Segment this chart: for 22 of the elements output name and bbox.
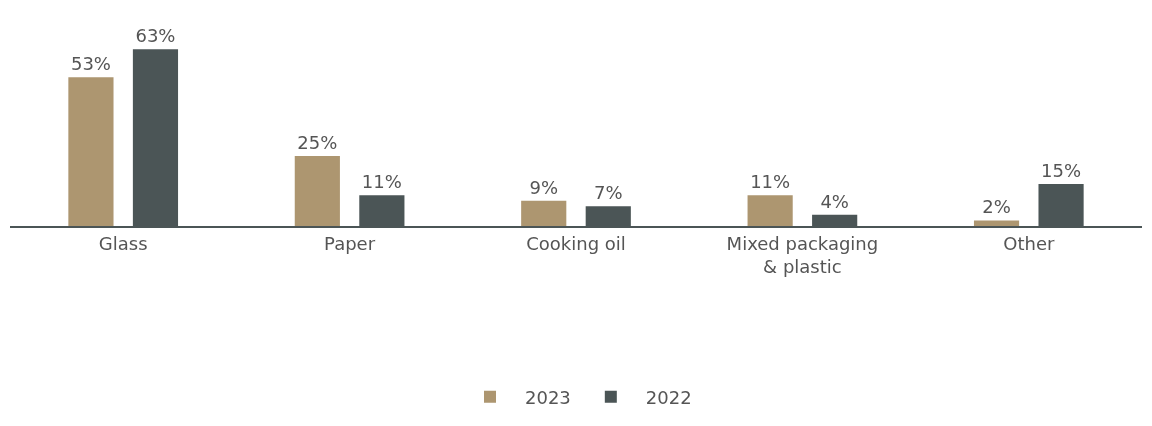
data-label: 4% — [820, 190, 849, 212]
x-tick-label: Cooking oil — [526, 232, 626, 254]
bar — [294, 155, 340, 226]
data-label: 7% — [593, 182, 623, 204]
legend-label: 2022 — [645, 386, 692, 408]
bar — [68, 77, 114, 226]
data-label: 15% — [1041, 159, 1082, 181]
data-label: 53% — [70, 53, 111, 75]
data-label: 11% — [361, 171, 402, 193]
bar — [747, 195, 793, 226]
x-tick-label: Glass — [98, 232, 148, 254]
data-label: 63% — [135, 25, 176, 47]
data-label: 11% — [750, 171, 791, 193]
x-tick-label: Paper — [324, 232, 376, 254]
data-label: 2% — [982, 196, 1011, 218]
data-label: 25% — [297, 131, 338, 153]
x-tick-label: Mixed packaging & plastic — [726, 232, 879, 277]
bar — [973, 220, 1020, 226]
data-label: 9% — [529, 176, 559, 198]
x-tick-label: Other — [1003, 232, 1055, 254]
legend-label: 2023 — [525, 386, 571, 408]
bar — [521, 200, 567, 226]
